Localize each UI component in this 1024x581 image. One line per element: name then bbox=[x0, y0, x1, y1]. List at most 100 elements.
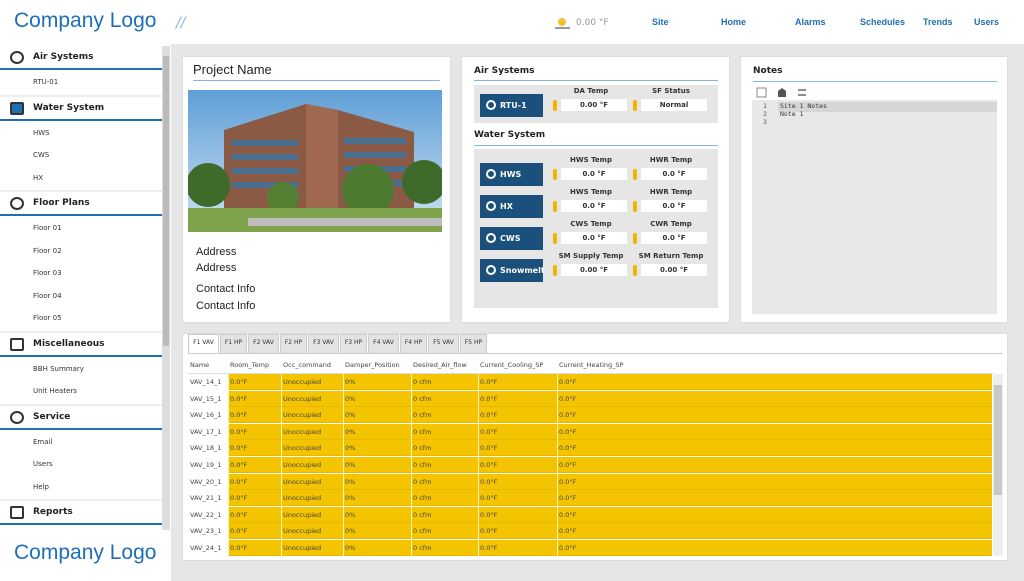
table-cell: 0.0°F bbox=[480, 394, 498, 403]
sidebar-item[interactable]: Floor 02 bbox=[33, 246, 62, 255]
table-cell: 0 cfm bbox=[413, 461, 432, 469]
tab-label[interactable]: F1 VAV bbox=[193, 339, 214, 346]
nav-link[interactable]: Schedules bbox=[860, 17, 906, 27]
sidebar-item[interactable]: Users bbox=[33, 460, 53, 468]
nav-link[interactable]: Home bbox=[721, 17, 747, 27]
section-header[interactable] bbox=[0, 96, 162, 121]
sidebar-item[interactable]: HX bbox=[33, 173, 44, 182]
table-cell: 0.0°F bbox=[230, 461, 248, 469]
unit-label[interactable]: RTU-1 bbox=[500, 101, 527, 110]
table-cell: VAV_23_1 bbox=[190, 527, 222, 536]
tab[interactable] bbox=[400, 334, 427, 353]
unit-label[interactable]: HWS bbox=[500, 170, 522, 179]
section-header[interactable] bbox=[0, 192, 162, 216]
unit-button[interactable] bbox=[480, 195, 543, 218]
tab[interactable] bbox=[308, 334, 339, 353]
sidebar-item[interactable]: Help bbox=[33, 482, 49, 491]
tab-label[interactable]: F3 HP bbox=[344, 339, 363, 346]
notes-editor[interactable] bbox=[752, 100, 997, 314]
unit-label[interactable]: HX bbox=[500, 202, 513, 211]
unit-button[interactable] bbox=[480, 259, 543, 282]
tab[interactable] bbox=[220, 334, 247, 353]
note-line[interactable]: Note 1 bbox=[780, 110, 804, 118]
column-header[interactable]: Current_Heating_SP bbox=[559, 361, 624, 369]
cell-sep bbox=[228, 473, 229, 490]
tab-rule bbox=[188, 353, 1003, 354]
tab[interactable] bbox=[280, 334, 307, 353]
sidebar-item[interactable]: Email bbox=[33, 437, 53, 446]
sidebar-item[interactable]: Unit Heaters bbox=[33, 387, 77, 395]
sidebar-item[interactable]: Floor 04 bbox=[33, 291, 62, 300]
section-title[interactable]: Reports bbox=[33, 507, 73, 517]
unit-button[interactable] bbox=[480, 163, 543, 186]
unit-button[interactable] bbox=[480, 227, 543, 250]
column-header[interactable]: Desired_Air_flow bbox=[413, 361, 467, 369]
tab[interactable] bbox=[340, 334, 367, 353]
tab-label[interactable]: F2 VAV bbox=[253, 339, 274, 346]
sidebar-scrollbar[interactable] bbox=[162, 46, 170, 530]
unit-label[interactable]: Snowmelt bbox=[500, 266, 545, 275]
column-header[interactable]: Room_Temp bbox=[230, 361, 270, 369]
section-header[interactable] bbox=[0, 46, 162, 70]
sidebar-item[interactable]: HWS bbox=[33, 128, 50, 137]
section-title[interactable]: Floor Plans bbox=[33, 198, 90, 208]
cell-sep bbox=[478, 374, 479, 390]
section-header[interactable] bbox=[0, 405, 162, 430]
tab[interactable] bbox=[188, 334, 219, 353]
note-line[interactable]: Site 1 Notes bbox=[780, 102, 827, 110]
section-sep bbox=[0, 94, 162, 98]
field-label: HWR Temp bbox=[649, 156, 693, 164]
footer-logo: Company Logo bbox=[14, 541, 157, 564]
table-cell: Unoccupied bbox=[283, 544, 322, 552]
section-title[interactable]: Water System bbox=[33, 102, 105, 113]
sidebar-item[interactable]: Floor 01 bbox=[33, 224, 62, 232]
tab-label[interactable]: F5 VAV bbox=[433, 339, 454, 346]
sidebar-item[interactable]: CWS bbox=[33, 151, 50, 159]
section-icon bbox=[10, 51, 24, 64]
logo[interactable]: Company Logo bbox=[14, 9, 157, 32]
section-header[interactable] bbox=[0, 501, 162, 525]
nav-link[interactable]: Site bbox=[652, 17, 669, 27]
column-header[interactable]: Damper_Position bbox=[345, 361, 400, 369]
scroll-thumb[interactable] bbox=[994, 385, 1002, 495]
tab[interactable] bbox=[368, 334, 399, 353]
tab-label[interactable]: F1 HP bbox=[224, 339, 243, 346]
unit-label[interactable]: CWS bbox=[500, 234, 521, 243]
separator: // bbox=[176, 15, 186, 31]
unit-button[interactable] bbox=[480, 94, 543, 117]
status-bar bbox=[553, 201, 557, 212]
tab[interactable] bbox=[248, 334, 279, 353]
field-label: DA Temp bbox=[573, 87, 609, 95]
nav-link[interactable]: Trends bbox=[923, 17, 953, 27]
cell-sep bbox=[411, 374, 412, 390]
tab-label[interactable]: F5 HP bbox=[464, 339, 483, 346]
section-title[interactable]: Miscellaneous bbox=[33, 338, 105, 349]
sidebar-item[interactable]: Floor 05 bbox=[33, 314, 62, 322]
tab-label[interactable]: F2 HP bbox=[284, 339, 303, 346]
tab[interactable] bbox=[428, 334, 459, 353]
sidebar-item[interactable]: BBH Summary bbox=[33, 364, 84, 373]
column-header[interactable]: Occ_command bbox=[283, 361, 331, 369]
column-header[interactable]: Current_Cooling_SP bbox=[480, 361, 544, 369]
section-title[interactable]: Air Systems bbox=[33, 52, 94, 62]
cell-sep bbox=[228, 407, 229, 424]
cell-sep bbox=[281, 390, 282, 407]
cell-sep bbox=[343, 407, 344, 424]
unit-icon bbox=[486, 169, 496, 179]
sidebar-item[interactable]: Floor 03 bbox=[33, 269, 62, 277]
title-rule bbox=[193, 80, 440, 81]
nav-link[interactable]: Alarms bbox=[795, 17, 826, 27]
field-label: CWR Temp bbox=[650, 220, 692, 228]
cell-sep bbox=[228, 423, 229, 440]
field-box bbox=[641, 99, 707, 111]
column-header[interactable]: Name bbox=[190, 361, 210, 369]
nav-link[interactable]: Users bbox=[974, 17, 1000, 27]
section-title[interactable]: Service bbox=[33, 411, 71, 422]
cell-sep bbox=[411, 490, 412, 507]
tab[interactable] bbox=[460, 334, 487, 353]
section-header[interactable] bbox=[0, 332, 162, 357]
sidebar-item[interactable]: RTU-01 bbox=[33, 78, 59, 86]
tab-label[interactable]: F3 VAV bbox=[313, 339, 334, 346]
tab-label[interactable]: F4 VAV bbox=[373, 339, 394, 346]
tab-label[interactable]: F4 HP bbox=[404, 339, 423, 346]
